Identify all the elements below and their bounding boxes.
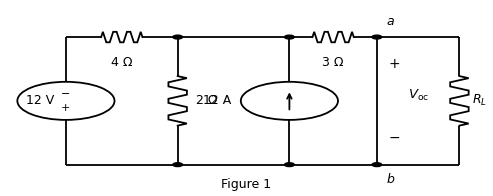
Text: 12 V: 12 V — [26, 94, 54, 107]
Circle shape — [372, 35, 382, 39]
Text: $b$: $b$ — [386, 172, 395, 186]
Text: −: − — [61, 89, 70, 99]
Text: −: − — [389, 131, 401, 145]
Text: $V_\mathregular{oc}$: $V_\mathregular{oc}$ — [408, 88, 429, 103]
Circle shape — [173, 35, 182, 39]
Circle shape — [173, 163, 182, 167]
Text: $R_L$: $R_L$ — [472, 93, 487, 108]
Circle shape — [284, 163, 294, 167]
Circle shape — [284, 35, 294, 39]
Text: 12 A: 12 A — [203, 94, 231, 107]
Text: +: + — [61, 103, 70, 113]
Text: 4 Ω: 4 Ω — [111, 56, 133, 69]
Text: +: + — [389, 57, 401, 71]
Text: 2 Ω: 2 Ω — [196, 94, 217, 107]
Text: Figure 1: Figure 1 — [220, 178, 271, 191]
Circle shape — [372, 163, 382, 167]
Text: $a$: $a$ — [386, 15, 394, 27]
Text: 3 Ω: 3 Ω — [322, 56, 344, 69]
